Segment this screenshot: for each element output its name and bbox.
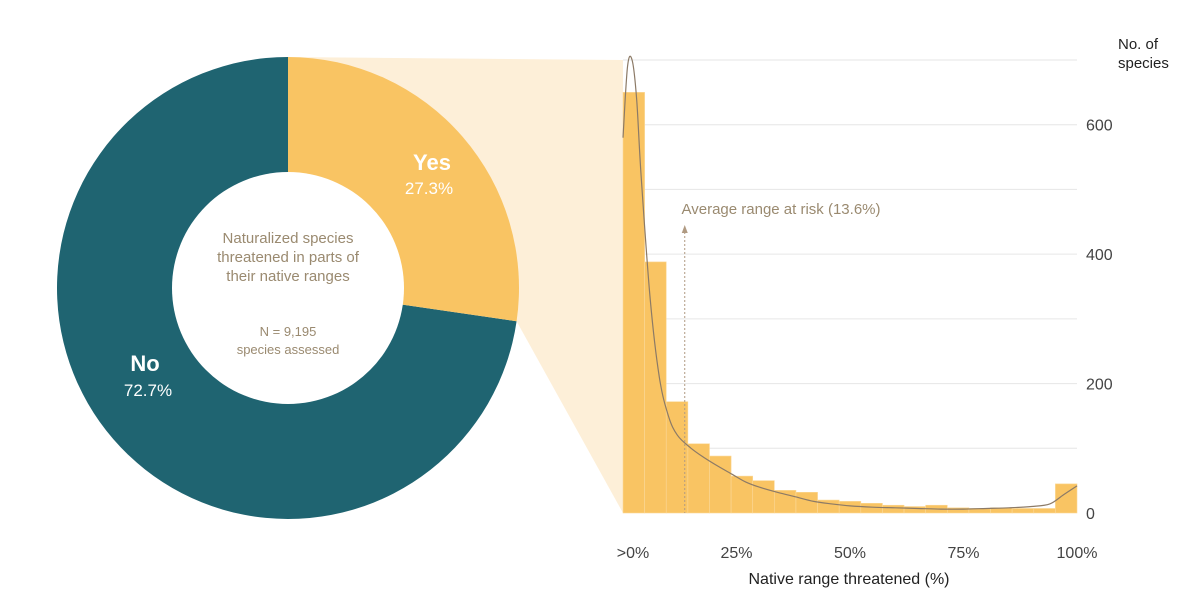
- sample-size-line-1: N = 9,195: [260, 324, 317, 339]
- histogram-chart: Average range at risk (13.6%) 0 200 400 600…: [617, 36, 1169, 588]
- histogram-bar: [860, 502, 883, 514]
- donut-hole: [172, 172, 404, 404]
- x-tick-labels: >0% 25% 50% 75% 100%: [617, 545, 1098, 562]
- average-annotation: Average range at risk (13.6%): [682, 201, 881, 218]
- zoom-connector-wedge: [288, 57, 623, 513]
- slice-pct-no: 72.7%: [124, 381, 172, 400]
- y-tick-labels: 0 200 400 600: [1086, 118, 1113, 523]
- x-tick-label: 75%: [947, 545, 979, 562]
- sample-size-line-2: species assessed: [237, 342, 340, 357]
- y-tick-label: 200: [1086, 377, 1113, 394]
- average-marker-arrowhead: [681, 225, 688, 233]
- y-tick-label: 600: [1086, 118, 1113, 135]
- center-text-line-3: their native ranges: [226, 268, 349, 285]
- y-tick-label: 400: [1086, 247, 1113, 264]
- x-tick-label: 100%: [1057, 545, 1098, 562]
- histogram-bar: [1055, 483, 1078, 514]
- y-tick-label: 0: [1086, 506, 1095, 523]
- histogram-bar: [1011, 508, 1035, 514]
- histogram-bar: [1033, 508, 1056, 514]
- y-axis-title-line-1: No. of: [1118, 36, 1159, 53]
- density-curve: [622, 55, 1078, 510]
- gridlines: [623, 59, 1077, 449]
- x-tick-label: 50%: [834, 545, 866, 562]
- histogram-bar: [730, 475, 754, 514]
- x-tick-label: 25%: [720, 545, 752, 562]
- histogram-bar: [644, 261, 667, 514]
- x-axis-title: Native range threatened (%): [749, 571, 950, 588]
- histogram-bar: [795, 491, 818, 514]
- slice-pct-yes: 27.3%: [405, 179, 453, 198]
- donut-chart: Yes 27.3% No 72.7% Naturalized species t…: [57, 57, 520, 519]
- histogram-bar: [622, 92, 645, 514]
- y-axis-title-line-2: species: [1118, 55, 1169, 72]
- center-text-line-2: threatened in parts of: [217, 249, 360, 266]
- center-text-line-1: Naturalized species: [223, 230, 354, 247]
- histogram-bars: [622, 92, 1078, 514]
- slice-label-yes: Yes: [413, 150, 451, 175]
- slice-label-no: No: [130, 351, 159, 376]
- histogram-bar: [709, 455, 732, 514]
- histogram-bar: [903, 506, 926, 514]
- x-tick-label: >0%: [617, 545, 649, 562]
- histogram-bar: [838, 501, 862, 514]
- histogram-bar: [882, 504, 905, 514]
